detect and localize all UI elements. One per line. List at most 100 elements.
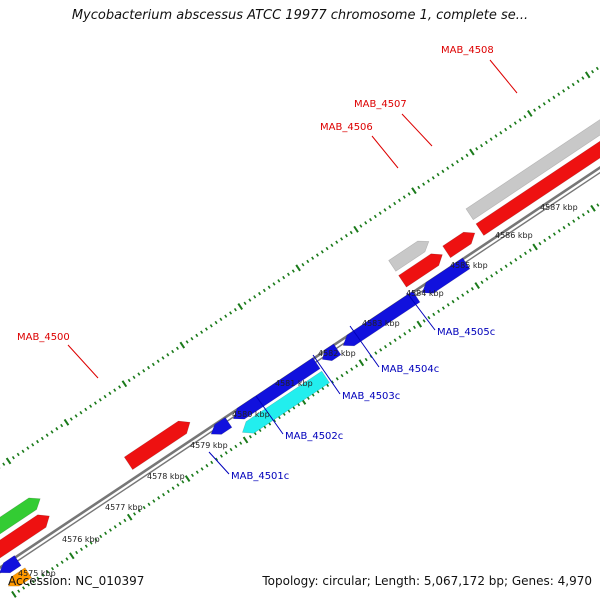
gene-arrow-mab-4504c[interactable]: [342, 290, 421, 347]
gene-label-mab-4501c[interactable]: MAB_4501c: [231, 471, 289, 482]
tick-mark: [499, 131, 503, 135]
tick-mark: [243, 301, 247, 305]
outer-tick-ring: [0, 66, 599, 469]
tick-mark: [253, 295, 257, 299]
gene-label-mab-4502c[interactable]: MAB_4502c: [285, 431, 343, 442]
tick-mark: [45, 433, 49, 437]
tick-mark: [403, 332, 407, 336]
gene-arrow-left-blue[interactable]: [0, 555, 22, 574]
tick-mark: [248, 298, 252, 302]
tick-mark: [229, 447, 233, 452]
tick-mark: [60, 423, 64, 428]
tick-mark: [523, 114, 527, 119]
gene-arrow-mab-4502c-highlight[interactable]: [242, 370, 330, 434]
tick-mark: [118, 385, 122, 389]
tick-mark: [224, 314, 228, 318]
gene-arrow-mab-4501c[interactable]: [210, 417, 233, 435]
tick-mark: [523, 251, 527, 256]
tick-mark: [451, 163, 455, 167]
feature-group: [0, 119, 600, 587]
tick-mark: [262, 288, 266, 293]
tick-mark: [384, 344, 388, 349]
gene-arrow-mab-4508[interactable]: [475, 135, 600, 236]
tick-mark: [427, 316, 431, 320]
tick-mark: [99, 534, 103, 539]
tick-mark: [562, 89, 566, 93]
tick-mark: [451, 299, 455, 304]
backbone-line: [0, 171, 600, 574]
gene-label-mab-4505c[interactable]: MAB_4505c: [437, 327, 495, 338]
tick-mark: [335, 240, 339, 244]
tick-mark: [577, 216, 581, 220]
tick-mark: [584, 71, 591, 79]
tick-mark: [79, 410, 83, 415]
tick-mark: [108, 391, 112, 396]
tick-mark: [26, 583, 30, 587]
tick-label-group: 4575 kbp 4576 kbp 4577 kbp 4578 kbp 4579 kbp…: [18, 203, 578, 578]
tick-mark: [494, 134, 498, 138]
tick-mark: [321, 386, 325, 391]
gene-arrow-left-edge[interactable]: [0, 514, 50, 560]
tick-mark: [11, 590, 17, 598]
tick-mark: [205, 464, 209, 468]
tick-mark: [311, 256, 315, 260]
tick-mark: [219, 454, 223, 458]
gene-arrow-mab-4506-pseudo[interactable]: [388, 240, 430, 272]
leader-line-mab-4506: [371, 135, 399, 169]
gene-label-mab-4503c[interactable]: MAB_4503c: [342, 391, 400, 402]
tick-mark: [185, 340, 189, 344]
gene-label-mab-4508[interactable]: MAB_4508: [441, 45, 494, 56]
tick-mark: [46, 570, 50, 574]
tick-label-4583-kbp: 4583 kbp: [362, 319, 400, 328]
gene-arrow-mab-4508-pseudo[interactable]: [465, 119, 600, 221]
tick-mark: [345, 370, 349, 375]
tick-mark: [215, 457, 219, 461]
tick-mark: [17, 589, 21, 593]
gene-label-mab-4506[interactable]: MAB_4506: [320, 122, 373, 133]
tick-mark: [291, 269, 295, 273]
tick-mark: [489, 137, 493, 141]
gene-arrow-mab-4502c[interactable]: [232, 357, 321, 420]
tick-mark: [229, 311, 233, 315]
tick-mark: [446, 166, 450, 170]
tick-mark: [195, 470, 199, 474]
gene-arrow-mab-4503c[interactable]: [321, 343, 342, 362]
gene-label-mab-4507[interactable]: MAB_4507: [354, 99, 407, 110]
gene-label-mab-4504c[interactable]: MAB_4504c: [381, 364, 439, 375]
tick-mark: [566, 86, 570, 90]
tick-mark: [233, 308, 237, 312]
gene-arrow-mab-4506[interactable]: [398, 253, 443, 288]
feature-arrow-green[interactable]: [0, 497, 41, 546]
tick-mark: [364, 221, 368, 225]
tick-mark: [499, 267, 503, 272]
gene-label-mab-4500[interactable]: MAB_4500: [17, 332, 70, 343]
backbone-group: [0, 166, 600, 574]
tick-mark: [349, 230, 353, 235]
tick-mark: [36, 439, 40, 444]
tick-mark: [118, 521, 122, 526]
tick-mark: [340, 237, 344, 241]
tick-mark: [315, 253, 319, 257]
tick-mark: [532, 243, 538, 251]
feature-arrow-orange[interactable]: [7, 567, 33, 587]
tick-mark: [176, 483, 180, 487]
tick-mark: [181, 480, 185, 484]
tick-mark: [31, 443, 35, 447]
tick-mark: [437, 309, 441, 313]
tick-mark: [456, 296, 460, 301]
gene-arrow-mab-4500[interactable]: [123, 420, 191, 470]
tick-label-4582-kbp: 4582 kbp: [318, 349, 356, 358]
tick-mark: [542, 102, 546, 106]
tick-mark: [50, 430, 54, 434]
tick-mark: [388, 205, 392, 209]
gene-arrow-mab-4505c[interactable]: [421, 257, 471, 294]
tick-mark: [397, 198, 401, 203]
tick-mark: [75, 550, 79, 555]
tick-mark: [237, 303, 243, 310]
gene-arrow-mab-4507[interactable]: [442, 231, 476, 259]
tick-mark: [480, 143, 484, 148]
tick-label-4577-kbp: 4577 kbp: [105, 503, 143, 512]
tick-mark: [121, 380, 128, 388]
tick-mark: [572, 219, 576, 223]
